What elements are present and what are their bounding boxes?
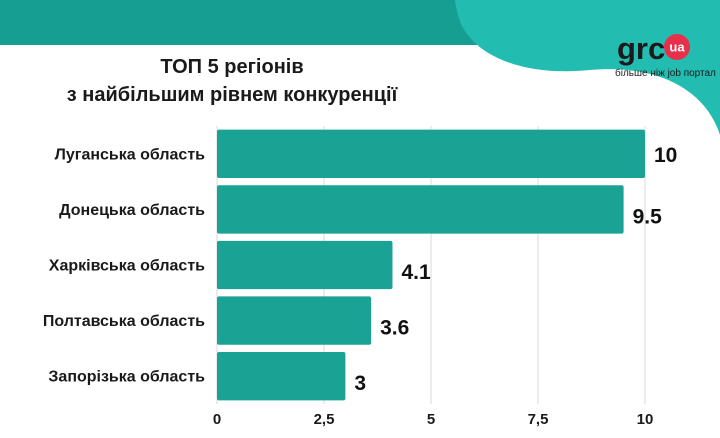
category-label: Донецька область bbox=[59, 202, 205, 219]
value-labels: 10 9.5 4.1 3.6 3 bbox=[354, 144, 677, 395]
x-tick-labels: 0 2,5 5 7,5 10 bbox=[213, 411, 654, 428]
x-tick-label: 0 bbox=[213, 411, 221, 428]
x-tick-label: 7,5 bbox=[528, 411, 549, 428]
logo-brand-text: grc bbox=[617, 31, 665, 66]
logo-tagline: більше ніж job портал bbox=[615, 67, 716, 79]
bar bbox=[217, 129, 645, 178]
logo-badge bbox=[664, 34, 690, 60]
bars bbox=[217, 129, 645, 401]
decorative-corner-shape bbox=[455, 0, 720, 135]
grc-logo: grc ua більше ніж job портал bbox=[615, 31, 716, 79]
value-label: 10 bbox=[654, 144, 677, 167]
bar bbox=[217, 185, 624, 234]
value-label: 3.6 bbox=[380, 317, 409, 340]
bar bbox=[217, 296, 372, 345]
value-label: 9.5 bbox=[633, 205, 663, 228]
x-tick-label: 2,5 bbox=[314, 411, 335, 428]
category-label: Запорізька область bbox=[48, 369, 205, 386]
chart-title-line-2: з найбільшим рівнем конкуренції bbox=[67, 84, 398, 106]
category-label: Полтавська область bbox=[43, 313, 205, 330]
bar bbox=[217, 352, 346, 401]
x-tick-label: 10 bbox=[637, 411, 654, 428]
category-labels: Луганська область Донецька область Харківс… bbox=[43, 146, 205, 385]
x-tick-label: 5 bbox=[427, 411, 435, 428]
category-label: Луганська область bbox=[55, 146, 205, 163]
value-label: 4.1 bbox=[401, 261, 431, 284]
category-label: Харківська область bbox=[49, 258, 205, 275]
chart-title-line-1: ТОП 5 регіонів bbox=[160, 56, 303, 78]
bar bbox=[217, 240, 393, 290]
value-label: 3 bbox=[354, 372, 366, 395]
logo-badge-text: ua bbox=[669, 40, 685, 55]
